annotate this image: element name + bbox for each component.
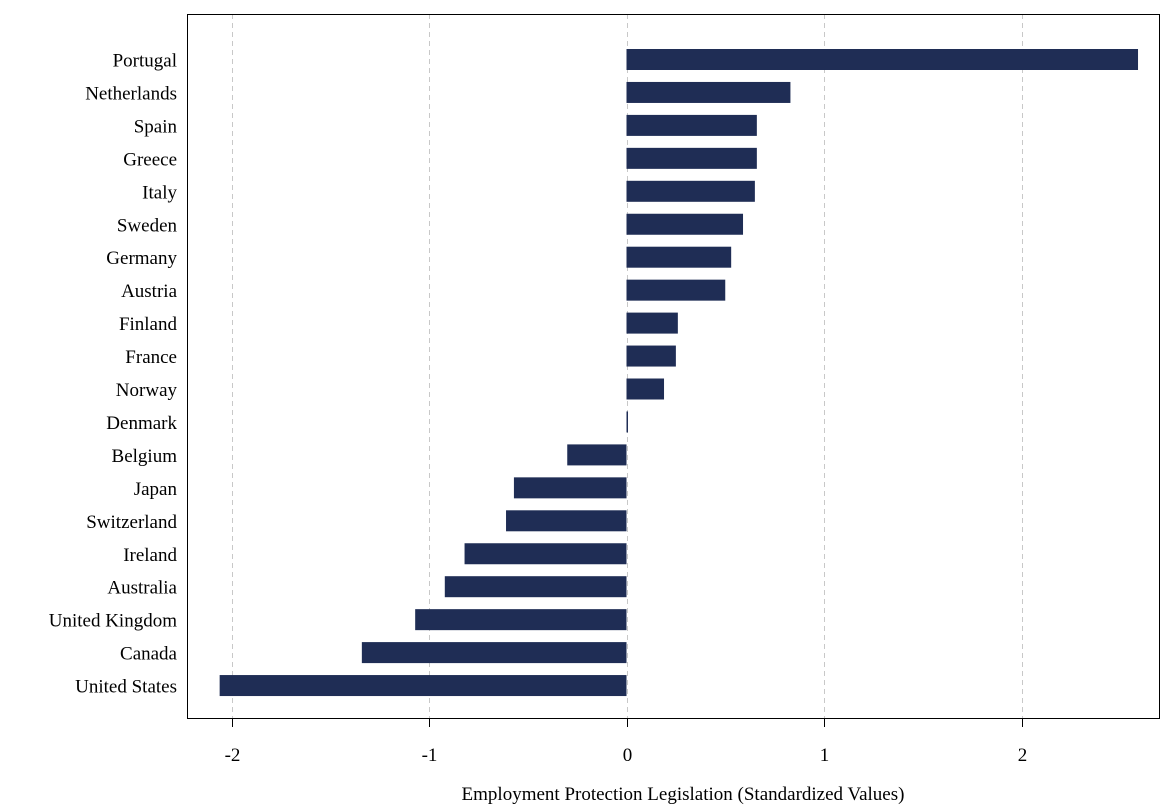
bar-belgium — [567, 444, 627, 466]
bar-portugal — [626, 49, 1139, 70]
bar-finland — [626, 312, 678, 334]
bar-denmark — [626, 411, 628, 433]
category-label: Spain — [134, 116, 178, 137]
bar-italy — [626, 180, 755, 202]
category-label: Germany — [106, 248, 177, 269]
category-label: Netherlands — [85, 83, 177, 104]
bar-netherlands — [626, 81, 791, 103]
x-tick-label: -2 — [225, 745, 241, 766]
category-label: Italy — [142, 182, 177, 203]
category-label: France — [125, 347, 177, 368]
x-tick-label: 1 — [820, 745, 830, 766]
bar-switzerland — [506, 510, 627, 532]
category-label: United States — [75, 677, 177, 698]
bar-canada — [361, 642, 627, 664]
bar-spain — [626, 114, 757, 136]
x-tick-label: -1 — [422, 745, 438, 766]
category-label: Ireland — [123, 545, 177, 566]
category-label: Japan — [134, 479, 178, 500]
category-label: United Kingdom — [49, 611, 177, 632]
category-label: Portugal — [113, 51, 177, 72]
x-tick-label: 2 — [1018, 745, 1028, 766]
bar-layer — [219, 49, 1139, 697]
x-tick-layer: -2 -1 0 1 2 — [225, 718, 1028, 766]
bar-france — [626, 345, 676, 367]
category-label: Canada — [120, 644, 178, 665]
category-label: Greece — [123, 149, 177, 170]
category-label: Sweden — [117, 215, 178, 236]
bar-australia — [444, 576, 627, 598]
category-label-layer: Portugal Netherlands Spain Greece Italy Swede… — [49, 51, 178, 698]
bar-united-states — [219, 675, 627, 697]
category-label: Denmark — [106, 413, 177, 434]
bar-germany — [626, 246, 732, 268]
x-tick-label: 0 — [623, 745, 633, 766]
bar-japan — [513, 477, 627, 499]
category-label: Austria — [121, 281, 178, 302]
category-label: Norway — [116, 380, 178, 401]
bar-norway — [626, 378, 665, 400]
bar-ireland — [464, 543, 627, 565]
bar-greece — [626, 147, 757, 169]
category-label: Finland — [119, 314, 178, 335]
x-axis-title: Employment Protection Legislation (Stand… — [462, 784, 905, 805]
bar-austria — [626, 279, 726, 301]
category-label: Belgium — [112, 446, 178, 467]
bar-sweden — [626, 213, 744, 235]
category-label: Australia — [107, 578, 177, 599]
category-label: Switzerland — [86, 512, 177, 533]
bar-united-kingdom — [415, 609, 627, 631]
